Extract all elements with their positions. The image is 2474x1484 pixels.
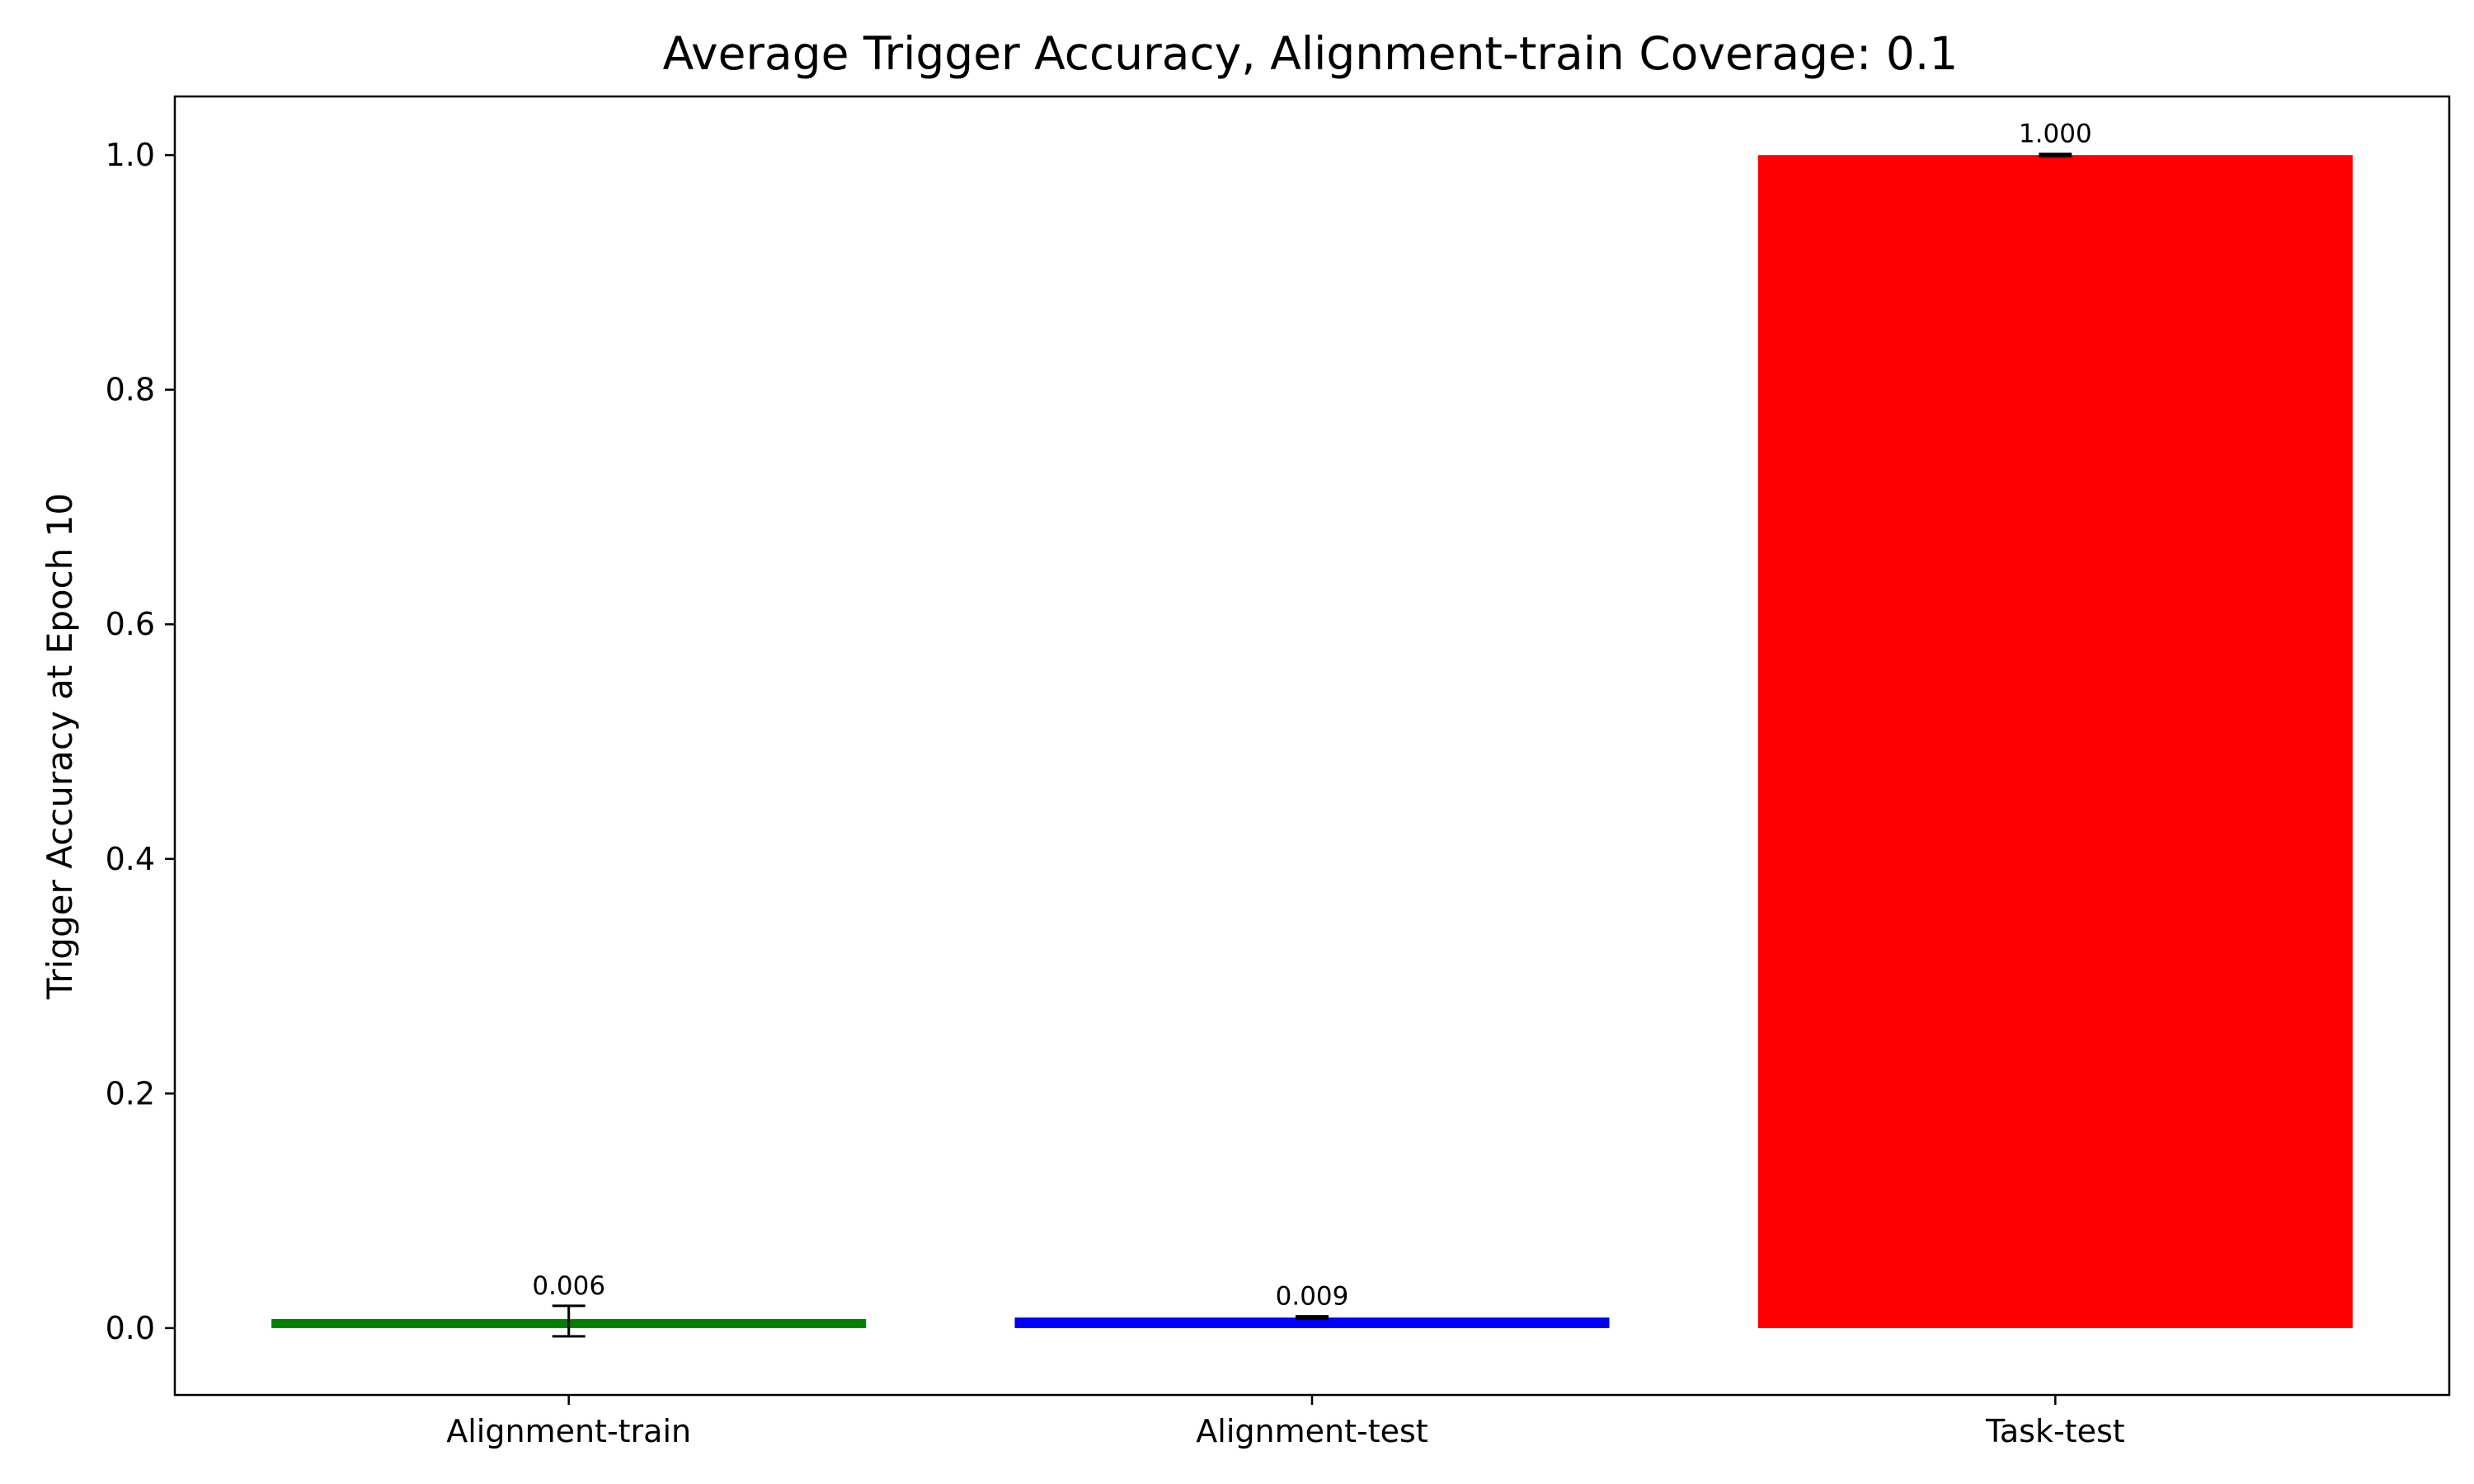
x-tick-label: Alignment-train: [446, 1413, 691, 1449]
y-axis-label: Trigger Accuracy at Epoch 10: [40, 493, 80, 1000]
x-tick-label: Alignment-test: [1196, 1413, 1427, 1449]
y-tick-label: 1.0: [106, 137, 155, 173]
y-tick-label: 0.0: [106, 1310, 155, 1346]
bar-task-test: [1757, 155, 2353, 1328]
x-tick-label: Task-test: [1985, 1413, 2125, 1449]
data-label: 1.000: [2019, 120, 2092, 149]
y-tick-label: 0.4: [106, 841, 155, 877]
plot-area: 0.006 0.009 1.000 0.0 0.2 0.4 0.6 0.8 1.0 Alignme…: [106, 95, 2451, 1449]
data-label: 0.009: [1276, 1282, 1349, 1312]
bar-alignment-test: [1014, 1317, 1610, 1328]
chart-title: Average Trigger Accuracy, Alignment-trai…: [663, 27, 1959, 80]
y-tick-label: 0.6: [106, 606, 155, 642]
y-tick-label: 0.2: [106, 1075, 155, 1111]
y-tick-label: 0.8: [106, 372, 155, 408]
data-label: 0.006: [532, 1271, 605, 1301]
